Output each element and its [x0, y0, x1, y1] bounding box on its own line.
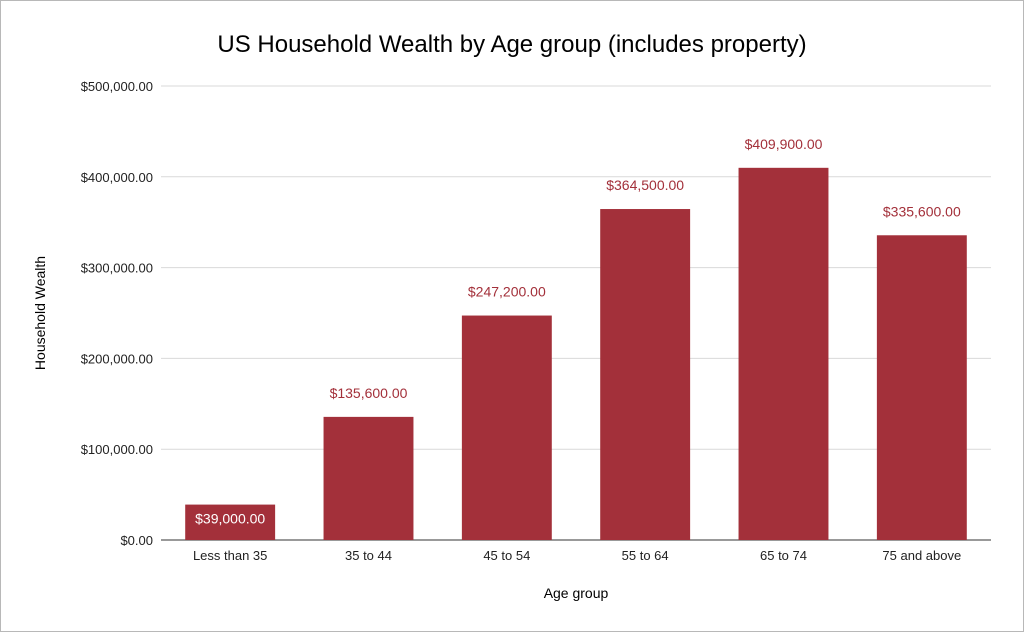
- data-label: $364,500.00: [606, 177, 684, 193]
- y-tick-label: $200,000.00: [81, 351, 153, 366]
- gridlines: [161, 85, 991, 541]
- x-tick-label: 35 to 44: [345, 548, 392, 563]
- x-tick-label: 45 to 54: [483, 548, 530, 563]
- bar: [461, 315, 552, 540]
- y-tick-label: $100,000.00: [81, 442, 153, 457]
- y-tick-label: $400,000.00: [81, 170, 153, 185]
- x-tick-label: 65 to 74: [760, 548, 807, 563]
- data-label: $247,200.00: [468, 284, 546, 300]
- data-label: $409,900.00: [745, 136, 823, 152]
- y-tick-label: $500,000.00: [81, 79, 153, 94]
- x-tick-label: 55 to 64: [622, 548, 669, 563]
- bar: [738, 167, 829, 541]
- x-axis-ticks: Less than 35 35 to 44 45 to 54 55 to 64 65 t…: [193, 548, 961, 563]
- bars: [185, 167, 967, 541]
- bar: [323, 416, 414, 540]
- bar: [876, 235, 967, 540]
- data-label: $335,600.00: [883, 203, 961, 219]
- y-tick-label: $0.00: [120, 533, 153, 548]
- x-tick-label: 75 and above: [882, 548, 961, 563]
- bar: [600, 209, 691, 540]
- chart-title: US Household Wealth by Age group (includ…: [217, 31, 807, 58]
- y-axis-title: Household Wealth: [32, 256, 48, 370]
- data-label: $39,000.00: [195, 511, 265, 527]
- y-tick-label: $300,000.00: [81, 261, 153, 276]
- bar: [185, 504, 276, 540]
- y-axis-ticks: $0.00 $100,000.00 $200,000.00 $300,000.00 $4…: [81, 79, 153, 548]
- data-label: $135,600.00: [330, 385, 408, 401]
- x-tick-label: Less than 35: [193, 548, 267, 563]
- x-axis-title: Age group: [544, 585, 609, 601]
- data-labels: $39,000.00 $135,600.00 $247,200.00 $364,500…: [195, 136, 961, 527]
